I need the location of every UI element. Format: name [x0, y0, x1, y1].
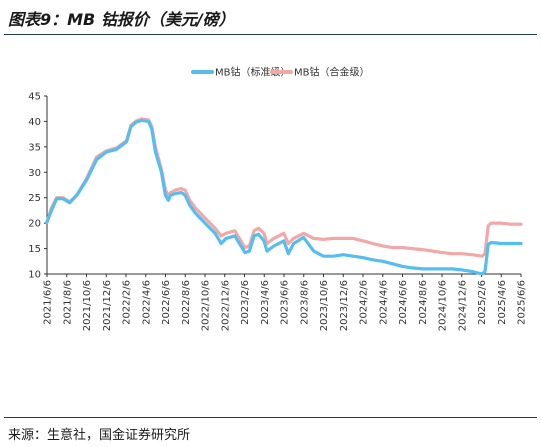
- y-tick-label: 20: [28, 219, 41, 230]
- x-tick-label: 2021/6/6: [43, 280, 54, 325]
- series-line-standard: [45, 118, 523, 276]
- y-tick-label: 30: [28, 168, 41, 179]
- x-tick-label: 2021/8/6: [62, 280, 73, 325]
- x-tick-label: 2023/10/6: [319, 280, 330, 331]
- x-tick-label: 2024/8/6: [418, 280, 429, 325]
- source-note: 来源：生意社，国金证券研究所: [8, 428, 191, 443]
- figure-title: 图表9：MB 钴报价（美元/磅）: [8, 10, 235, 29]
- x-tick-label: 2024/12/6: [457, 280, 468, 331]
- x-tick-label: 2021/10/6: [82, 280, 93, 331]
- legend-label-standard: MB钴（标准级）: [215, 67, 291, 79]
- x-tick-label: 2024/2/6: [359, 280, 370, 325]
- series-line-alloy: [45, 117, 523, 258]
- series-lines: [45, 117, 523, 276]
- legend: MB钴（标准级） MB钴（合金级）: [191, 66, 370, 79]
- x-tick-label: 2022/2/6: [122, 280, 133, 325]
- y-tick-label: 15: [28, 244, 41, 255]
- x-tick-label: 2022/6/6: [161, 280, 172, 325]
- y-tick-label: 35: [28, 142, 41, 153]
- y-tick-label: 45: [28, 92, 41, 103]
- x-tick-label: 2022/12/6: [220, 280, 231, 331]
- x-tick-label: 2025/6/6: [517, 280, 528, 325]
- x-tick-label: 2024/4/6: [378, 280, 389, 325]
- x-tick-label: 2022/8/6: [181, 280, 192, 325]
- x-tick-label: 2023/6/6: [280, 280, 291, 325]
- x-tick-label: 2023/12/6: [339, 280, 350, 331]
- x-tick-label: 2022/10/6: [201, 280, 212, 331]
- title-rule: [4, 34, 537, 35]
- x-tick-label: 2023/2/6: [240, 280, 251, 325]
- x-tick-label: 2024/10/6: [438, 280, 449, 331]
- x-tick-label: 2023/4/6: [260, 280, 271, 325]
- x-tick-label: 2025/4/6: [497, 280, 508, 325]
- x-tick-label: 2021/12/6: [102, 280, 113, 331]
- y-tick-label: 25: [28, 193, 41, 204]
- source-rule: [4, 417, 537, 418]
- x-tick-label: 2025/2/6: [477, 280, 488, 325]
- y-tick-label: 40: [28, 117, 41, 128]
- x-tick-label: 2023/8/6: [299, 280, 310, 325]
- x-tick-label: 2024/6/6: [398, 280, 409, 325]
- legend-label-alloy: MB钴（合金级）: [294, 66, 370, 79]
- x-tick-label: 2022/4/6: [141, 280, 152, 325]
- y-tick-label: 10: [28, 270, 41, 281]
- axes: 10 15 20 25 30 35 40 45 2021/6/6 2021/8/6 2021/10/…: [28, 92, 527, 332]
